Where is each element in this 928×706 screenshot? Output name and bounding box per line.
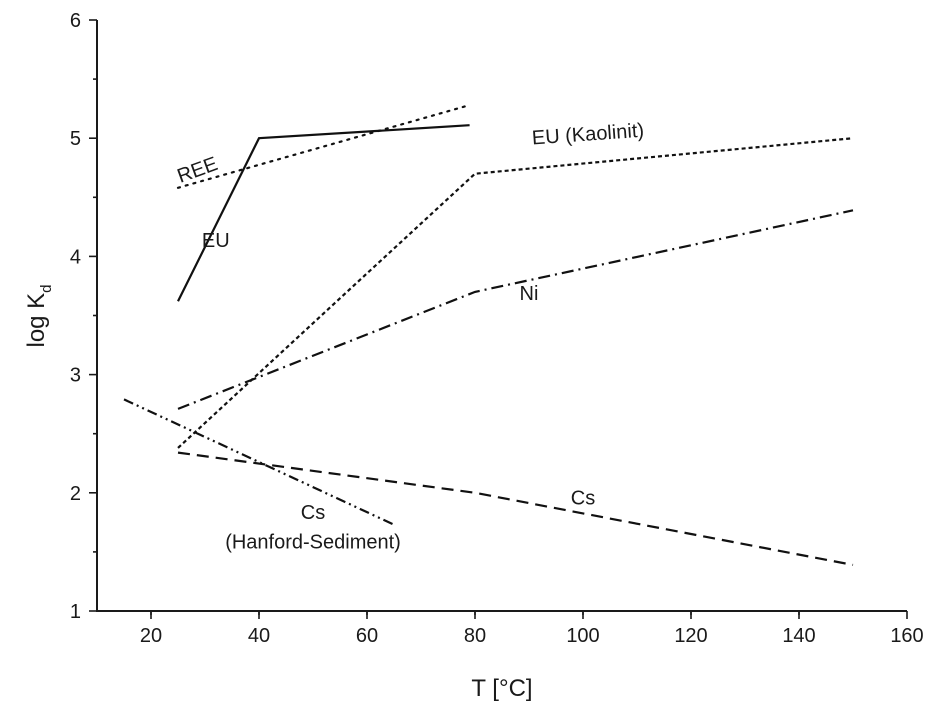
plot-area: 20 40 60 80 100 120 140 160 1 2 3 4 5 6 REE EU EU (Kao… xyxy=(70,10,924,647)
annotation-ni: Ni xyxy=(520,283,539,305)
annotation-ree: REE xyxy=(174,153,220,188)
y-tick-label: 1 xyxy=(70,601,81,623)
x-tick-label: 160 xyxy=(890,625,923,647)
y-tick-label: 3 xyxy=(70,365,81,387)
y-tick-label: 5 xyxy=(70,128,81,150)
x-tick-label: 100 xyxy=(566,625,599,647)
series-line-cs xyxy=(177,451,854,566)
y-axis-title-subscript: d xyxy=(38,284,55,292)
y-axis-ticks: 1 2 3 4 5 6 xyxy=(70,10,97,623)
x-tick-label: 120 xyxy=(674,625,707,647)
series-line-ree xyxy=(176,104,471,189)
annotation-cs: Cs xyxy=(571,488,595,510)
x-tick-label: 140 xyxy=(782,625,815,647)
y-tick-label: 4 xyxy=(70,246,81,268)
annotation-cs-hanford-1: Cs xyxy=(301,502,325,524)
x-tick-label: 40 xyxy=(248,625,270,647)
annotation-eu-kaolinit: EU (Kaolinit) xyxy=(531,120,645,150)
annotation-eu: EU xyxy=(202,230,230,252)
annotation-cs-hanford-2: (Hanford-Sediment) xyxy=(225,531,401,553)
x-axis-ticks: 20 40 60 80 100 120 140 160 xyxy=(140,611,924,647)
series-line-ni xyxy=(177,209,854,410)
annotation-layer: REE EU EU (Kaolinit) Ni Cs Cs (Hanford-Sedimen… xyxy=(174,120,644,554)
series-layer xyxy=(123,104,854,566)
series-line-eu-kaolinit xyxy=(177,137,854,449)
x-tick-label: 80 xyxy=(464,625,486,647)
y-tick-label: 2 xyxy=(70,483,81,505)
x-tick-label: 20 xyxy=(140,625,162,647)
y-axis-title: log Kd xyxy=(23,284,55,347)
series-line-eu xyxy=(177,124,470,302)
x-axis-title: T [°C] xyxy=(471,675,532,702)
y-axis-title-main: log K xyxy=(23,293,50,348)
y-tick-label: 6 xyxy=(70,10,81,32)
x-tick-label: 60 xyxy=(356,625,378,647)
series-line-cs-hanford-sediment xyxy=(123,398,395,526)
